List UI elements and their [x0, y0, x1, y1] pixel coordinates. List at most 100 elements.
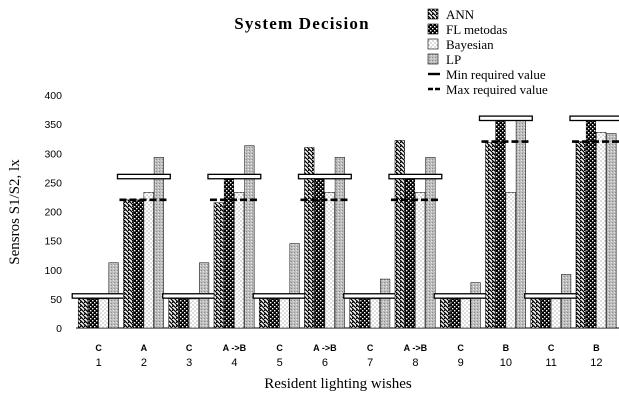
plot-area: 0 50 100 150 200 250 300 350 400 C 1 A 2 C 3 A ->B 4 C 5 A … [44, 90, 619, 369]
bar-bayesian [505, 192, 516, 329]
y-tick-label: 300 [44, 148, 62, 160]
bar-ann [213, 202, 224, 329]
bar-ann [485, 142, 496, 329]
min-required-marker [71, 293, 126, 299]
category-tag-label: B [593, 343, 600, 353]
bar-fl-metodas [359, 298, 370, 329]
bar-bayesian [596, 132, 607, 329]
legend-label: LP [446, 52, 461, 67]
legend-label: Bayesian [446, 37, 494, 52]
bar-ann [394, 140, 405, 329]
category-tag-label: C [186, 343, 193, 353]
y-tick-label: 250 [44, 177, 62, 189]
legend-swatch [427, 8, 439, 20]
x-tick-label: 12 [590, 357, 602, 369]
bar-lp [153, 157, 164, 329]
min-required-marker [162, 293, 217, 299]
y-tick-label: 0 [56, 323, 62, 335]
min-required-marker [207, 173, 262, 180]
legend-label: FL metodas [446, 22, 507, 37]
bar-fl-metodas [269, 298, 280, 329]
y-tick-label: 100 [44, 265, 62, 277]
y-tick-label: 50 [50, 294, 62, 306]
x-tick-label: 8 [412, 357, 418, 369]
min-required-marker [569, 115, 619, 122]
legend-swatch [427, 23, 439, 35]
bar-fl-metodas [450, 298, 461, 329]
min-required-marker [388, 173, 443, 180]
bar-ann [258, 298, 270, 329]
category-tag-label: A [141, 343, 148, 353]
bar-fl-metodas [178, 298, 189, 329]
bar-ann [439, 298, 451, 329]
category-tag-label: B [503, 343, 510, 353]
legend-swatch [427, 53, 439, 65]
min-required-marker [433, 293, 488, 299]
category-tag-label: A ->B [313, 343, 337, 353]
category-tag-label: C [367, 343, 374, 353]
bar-bayesian [460, 298, 471, 329]
legend-label: Max required value [446, 82, 548, 97]
min-required-marker [116, 173, 171, 180]
bar-ann [575, 141, 586, 329]
chart-title: System Decision [234, 14, 370, 33]
min-required-marker [478, 115, 533, 122]
x-tick-label: 2 [141, 357, 147, 369]
bar-bayesian [143, 192, 154, 329]
bar-fl-metodas [88, 298, 99, 329]
y-axis-label: Sensros S1/S2, lx [7, 159, 23, 265]
bar-lp [244, 145, 255, 329]
min-required-marker [343, 293, 398, 299]
category-tag-label: C [276, 343, 283, 353]
bar-ann [304, 147, 315, 329]
bar-fl-metodas [585, 118, 597, 329]
bar-lp [380, 278, 391, 329]
category-tag-label: C [457, 343, 464, 353]
x-tick-label: 5 [277, 357, 283, 369]
bar-lp [425, 157, 436, 329]
bar-lp [606, 133, 617, 329]
category-tag-label: C [548, 343, 555, 353]
bar-bayesian [279, 298, 290, 329]
category-tag-label: C [95, 343, 102, 353]
y-tick-label: 150 [44, 236, 62, 248]
bar-ann [168, 298, 179, 329]
y-tick-label: 400 [44, 90, 62, 102]
x-tick-label: 9 [458, 357, 464, 369]
x-tick-label: 7 [367, 357, 373, 369]
bar-bayesian [324, 192, 335, 329]
legend-label: ANN [446, 7, 475, 22]
bar-ann [349, 298, 360, 329]
x-tick-label: 1 [96, 357, 102, 369]
y-tick-label: 200 [44, 207, 62, 219]
legend-label: Min required value [446, 67, 546, 82]
x-tick-label: 10 [500, 357, 512, 369]
bar-lp [561, 274, 572, 329]
bar-bayesian [98, 298, 109, 329]
x-tick-label: 4 [231, 357, 237, 369]
x-tick-label: 6 [322, 357, 328, 369]
bar-bayesian [188, 298, 199, 329]
bar-ann [530, 298, 541, 329]
bar-fl-metodas [495, 118, 506, 329]
bar-fl-metodas [540, 298, 551, 329]
bar-lp [289, 243, 300, 329]
x-axis-label: Resident lighting wishes [264, 376, 412, 392]
min-required-marker [524, 293, 579, 299]
bar-bayesian [369, 298, 380, 329]
x-tick-label: 11 [545, 357, 556, 369]
bar-fl-metodas [133, 199, 144, 329]
category-tag-label: A ->B [404, 343, 428, 353]
bar-bayesian [415, 192, 426, 329]
bar-ann [123, 199, 134, 329]
min-required-marker [297, 173, 352, 180]
bar-ann [77, 298, 89, 329]
bar-lp [470, 282, 481, 329]
x-tick-label: 3 [186, 357, 192, 369]
category-tag-label: A ->B [223, 343, 247, 353]
bar-bayesian [550, 298, 561, 329]
min-required-marker [252, 293, 307, 299]
bar-bayesian [234, 192, 245, 329]
